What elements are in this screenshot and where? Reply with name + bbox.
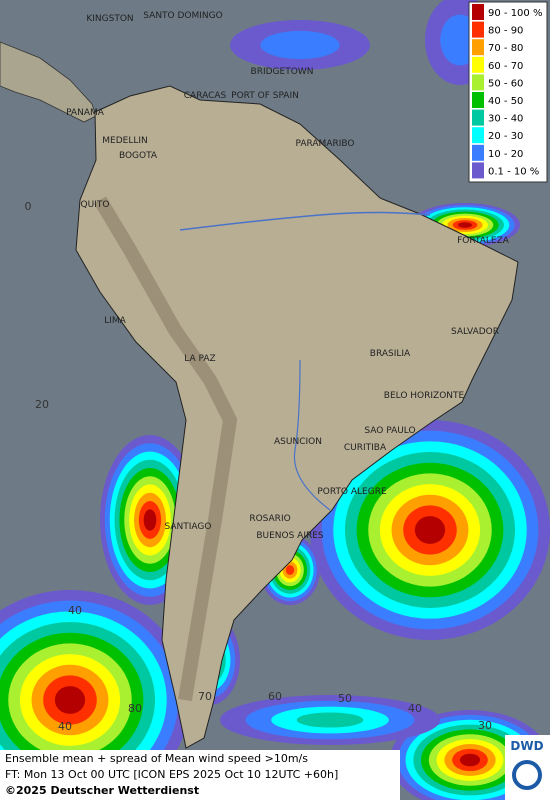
legend-label: 10 - 20 [488, 149, 523, 160]
city-label: MEDELLIN [102, 136, 147, 146]
legend-label: 70 - 80 [488, 43, 523, 54]
footer-box [0, 750, 400, 800]
probability-area [459, 753, 481, 767]
amazon-river [179, 211, 431, 231]
grid-label: 70 [198, 690, 212, 703]
legend: 90 - 100 % 80 - 90 70 - 80 60 - 70 50 - 60 40… [468, 1, 548, 183]
city-label: BUENOS AIRES [256, 531, 324, 541]
parana-river [293, 359, 331, 511]
legend-label: 40 - 50 [488, 96, 523, 107]
city-label: SAO PAULO [364, 426, 415, 436]
footer-text: FT: Mon 13 Oct 00 UTC [ICON EPS 2025 Oct… [5, 768, 338, 781]
grid-label: 60 [268, 690, 282, 703]
grid-label: 40 [408, 702, 422, 715]
city-label: CURITIBA [344, 443, 387, 453]
legend-swatch [472, 127, 484, 144]
grid-label: 20 [35, 398, 49, 411]
probability-area [54, 686, 86, 714]
legend-label: 80 - 90 [488, 26, 523, 37]
city-label: ASUNCION [274, 437, 322, 447]
probability-area [260, 30, 340, 60]
probability-area [414, 516, 446, 544]
city-label: BELO HORIZONTE [384, 391, 465, 401]
grid-label: 40 [68, 604, 82, 617]
logo-text: DWD [510, 739, 543, 753]
andes [93, 196, 238, 702]
footer-text: Ensemble mean + spread of Mean wind spee… [5, 752, 308, 765]
probability-area [458, 222, 472, 228]
legend-label: 60 - 70 [488, 61, 523, 72]
labels: KINGSTON SANTO DOMINGO BRIDGETOWN CARACAS PO… [25, 11, 510, 733]
central-america [0, 41, 97, 123]
legend-swatch [472, 56, 484, 73]
grid-label: 40 [58, 720, 72, 733]
legend-label: 0.1 - 10 % [488, 166, 539, 177]
legend-swatch [472, 74, 484, 91]
legend-swatch [472, 144, 484, 161]
grid-label: 80 [128, 702, 142, 715]
legend-swatch [472, 4, 484, 20]
city-label: LA PAZ [184, 354, 215, 364]
city-label: BRASILIA [370, 349, 411, 359]
grid-label: 50 [338, 692, 352, 705]
footer-text: ©2025 Deutscher Wetterdienst [5, 784, 199, 797]
legend-swatch [472, 92, 484, 108]
grid-label: 0 [25, 200, 32, 213]
legend-label: 50 - 60 [488, 78, 523, 89]
legend-label: 30 - 40 [488, 114, 523, 125]
city-label: ROSARIO [249, 514, 290, 524]
city-label: PANAMA [66, 108, 105, 118]
south-america [75, 85, 519, 749]
city-label: PORTO ALEGRE [317, 487, 387, 497]
logo-icon [512, 760, 542, 790]
legend-swatch [472, 109, 484, 126]
city-label: QUITO [81, 200, 110, 210]
city-label: BRIDGETOWN [251, 67, 314, 77]
grid-label: 30 [478, 719, 492, 732]
probability-area [296, 712, 364, 728]
probability-area [285, 565, 295, 575]
legend-label: 90 - 100 % [488, 8, 542, 19]
city-label: SANTO DOMINGO [143, 11, 222, 21]
city-label: LIMA [104, 316, 126, 326]
city-label: FORTALEZA [457, 236, 510, 246]
legend-swatch [472, 21, 484, 38]
city-label: KINGSTON [86, 14, 133, 24]
city-label: PARAMARIBO [296, 139, 355, 149]
probability-area [143, 509, 157, 531]
legend-swatch [472, 162, 484, 179]
city-label: BOGOTA [119, 151, 158, 161]
city-label: SANTIAGO [165, 522, 212, 532]
legend-label: 20 - 30 [488, 131, 523, 142]
city-label: CARACAS [184, 91, 227, 101]
legend-swatch [472, 39, 484, 56]
city-label: PORT OF SPAIN [231, 91, 299, 101]
city-label: SALVADOR [451, 327, 499, 337]
